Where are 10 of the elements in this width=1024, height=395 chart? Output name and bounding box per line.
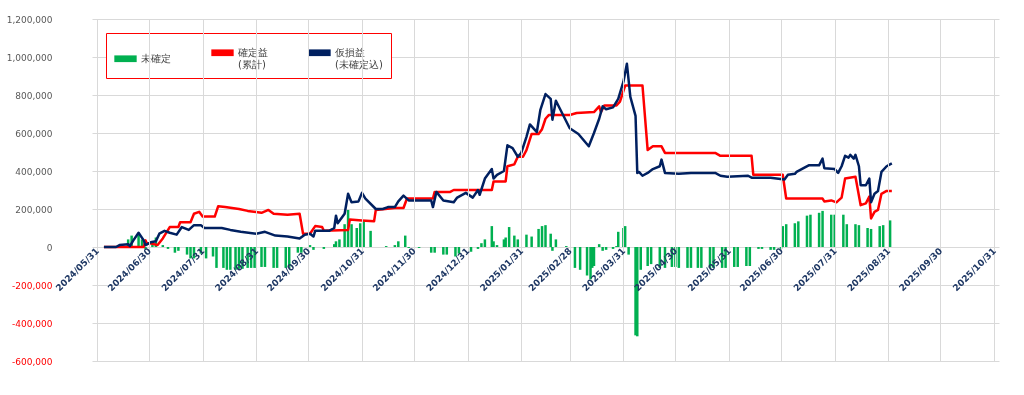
y-tick-label: 1,200,000 (6, 14, 53, 25)
y-tick-label: 400,000 (15, 166, 53, 177)
y-tick-label: 0 (46, 242, 53, 253)
y-tick-label: 800,000 (15, 90, 53, 101)
y-tick-label: 1,000,000 (6, 52, 53, 63)
y-tick-label: -200,000 (12, 280, 53, 291)
y-tick-label: 600,000 (15, 128, 53, 139)
y-tick-label: 200,000 (15, 204, 53, 215)
y-tick-label: -400,000 (12, 318, 53, 329)
y-tick-label: -600,000 (12, 356, 53, 367)
